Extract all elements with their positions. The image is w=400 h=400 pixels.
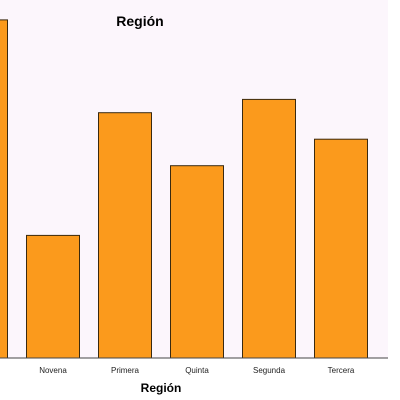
x-axis-label: Región [141,381,182,395]
x-tick-label: Primera [111,366,140,375]
x-tick-label: Tercera [328,366,355,375]
bar-quinta [170,165,224,359]
bar-tercera [314,138,368,359]
chart-title: Región [116,13,163,29]
x-tick-label: Segunda [253,366,286,375]
bar-first [0,19,8,359]
x-tick-label: Quinta [185,366,209,375]
bars-group [0,19,368,359]
bar-segunda [242,98,296,359]
bar-novena [26,234,80,359]
bar-primera [98,112,152,359]
x-tick-label: Novena [39,366,67,375]
x-tick-labels: Novena Primera Quinta Segunda Tercera [39,366,355,375]
